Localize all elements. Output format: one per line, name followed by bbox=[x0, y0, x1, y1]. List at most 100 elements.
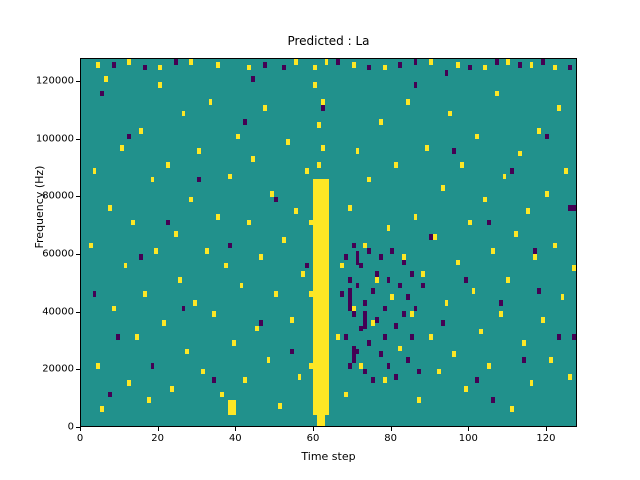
heatmap-cell bbox=[316, 122, 321, 128]
heatmap-cell bbox=[282, 236, 286, 243]
heatmap-cell bbox=[127, 380, 132, 386]
heatmap-cell bbox=[432, 233, 437, 240]
heatmap-cell bbox=[316, 411, 325, 426]
heatmap-cell bbox=[150, 176, 155, 183]
heatmap-cell bbox=[235, 133, 240, 140]
heatmap-cell bbox=[289, 348, 294, 355]
heatmap-cell bbox=[340, 262, 344, 269]
heatmap-cell bbox=[401, 253, 406, 260]
heatmap-cell bbox=[429, 233, 433, 240]
heatmap-cell bbox=[313, 81, 317, 88]
heatmap-cell bbox=[347, 205, 352, 211]
heatmap-cell bbox=[278, 403, 283, 409]
heatmap-cell bbox=[336, 59, 341, 65]
heatmap-cell bbox=[363, 242, 368, 249]
heatmap-cell bbox=[305, 262, 310, 269]
heatmap-cell bbox=[537, 127, 542, 134]
heatmap-cell bbox=[297, 374, 302, 381]
heatmap-cell bbox=[444, 299, 449, 306]
heatmap-cell bbox=[142, 64, 147, 71]
heatmap-cell bbox=[177, 276, 182, 283]
heatmap-cell bbox=[537, 288, 542, 295]
heatmap-cell bbox=[421, 282, 426, 289]
heatmap-cell bbox=[386, 225, 391, 232]
heatmap-cell bbox=[316, 162, 321, 168]
heatmap-cell bbox=[413, 305, 418, 312]
heatmap-cell bbox=[289, 317, 294, 323]
heatmap-cell bbox=[382, 64, 387, 71]
heatmap-cell bbox=[529, 61, 534, 68]
heatmap-cell bbox=[351, 345, 356, 363]
heatmap-cell bbox=[251, 156, 256, 163]
heatmap-cell bbox=[189, 59, 194, 65]
heatmap-cell bbox=[100, 90, 105, 97]
heatmap-cell bbox=[231, 339, 236, 346]
x-tick-label: 40 bbox=[228, 433, 242, 444]
heatmap-cell bbox=[440, 319, 445, 326]
heatmap-cell bbox=[197, 147, 201, 154]
heatmap-cell bbox=[556, 334, 561, 340]
heatmap-cell bbox=[243, 119, 248, 125]
heatmap-cell bbox=[394, 322, 399, 329]
heatmap-cell bbox=[127, 133, 132, 140]
heatmap-cell bbox=[162, 319, 167, 326]
heatmap-cell bbox=[479, 328, 484, 335]
heatmap-cell bbox=[421, 271, 426, 277]
heatmap-cell bbox=[456, 259, 460, 266]
heatmap-cell bbox=[409, 271, 414, 277]
heatmap-cell bbox=[227, 173, 232, 180]
x-tick-label: 120 bbox=[536, 433, 556, 444]
heatmap-cell bbox=[490, 248, 495, 254]
heatmap-cell bbox=[371, 319, 375, 326]
heatmap-cell bbox=[189, 196, 194, 203]
heatmap-cell bbox=[220, 391, 225, 398]
heatmap-cell bbox=[506, 276, 511, 283]
heatmap-cell bbox=[444, 70, 449, 77]
heatmap-cell bbox=[359, 362, 364, 369]
heatmap-cell bbox=[517, 61, 522, 68]
heatmap-cell bbox=[471, 288, 476, 295]
heatmap-cell bbox=[313, 64, 317, 71]
heatmap-cell bbox=[367, 248, 372, 254]
heatmap-cell bbox=[452, 147, 457, 154]
x-tick-label: 80 bbox=[384, 433, 397, 444]
heatmap-cell bbox=[498, 299, 503, 306]
heatmap-cell bbox=[494, 90, 499, 97]
y-tick-mark bbox=[76, 311, 80, 313]
heatmap-cell bbox=[533, 253, 538, 260]
heatmap-cell bbox=[255, 325, 259, 332]
heatmap-cell bbox=[227, 242, 232, 249]
heatmap-cell bbox=[131, 219, 136, 226]
x-tick-mark bbox=[80, 427, 81, 431]
heatmap-cell bbox=[506, 59, 511, 65]
heatmap-cell bbox=[173, 59, 178, 65]
y-tick-label: 80000 bbox=[42, 190, 74, 202]
heatmap-cell bbox=[139, 253, 143, 260]
heatmap-cell bbox=[436, 368, 441, 375]
heatmap-cell bbox=[568, 374, 573, 381]
heatmap-cell bbox=[467, 219, 472, 226]
heatmap-cell bbox=[367, 64, 372, 71]
y-tick-label: 120000 bbox=[35, 75, 74, 87]
heatmap-cell bbox=[150, 362, 155, 369]
heatmap-cell bbox=[367, 176, 372, 183]
heatmap-cell bbox=[282, 64, 286, 71]
heatmap-cell bbox=[378, 351, 383, 358]
chart-title: Predicted : La bbox=[287, 34, 370, 48]
heatmap-cell bbox=[96, 362, 101, 369]
heatmap-cell bbox=[262, 61, 267, 68]
heatmap-cell bbox=[347, 288, 352, 312]
heatmap-cell bbox=[285, 139, 290, 146]
heatmap-cell bbox=[463, 276, 468, 283]
heatmap-cell bbox=[494, 59, 499, 65]
heatmap-cell bbox=[572, 334, 576, 340]
y-tick-label: 100000 bbox=[35, 133, 74, 145]
x-tick-mark bbox=[545, 427, 547, 431]
heatmap-cell bbox=[258, 253, 263, 260]
y-tick-label: 20000 bbox=[42, 363, 74, 375]
heatmap-cell bbox=[374, 317, 379, 323]
heatmap-cell bbox=[429, 334, 433, 340]
heatmap-cell bbox=[158, 64, 163, 71]
heatmap-cell bbox=[347, 362, 352, 369]
heatmap-cell bbox=[355, 147, 360, 154]
